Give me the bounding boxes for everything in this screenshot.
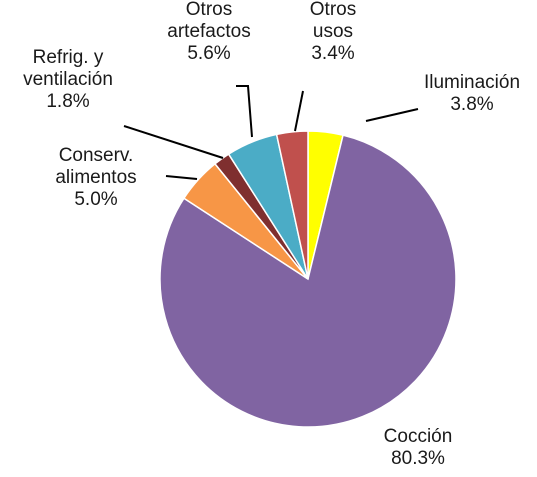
leader-line [366, 109, 418, 121]
data-label-category: Refrig. y [33, 47, 104, 68]
data-label-category: Otros [310, 0, 356, 20]
data-label-category: Otros [186, 0, 232, 20]
data-label: Conserv. alimentos 5.0% [55, 145, 136, 210]
leader-line [236, 86, 252, 137]
data-label-value: 1.8% [46, 91, 89, 112]
data-label: Otros artefactos 5.6% [167, 0, 250, 64]
data-label: Refrig. y ventilación 1.8% [23, 47, 113, 112]
leader-line [295, 91, 303, 131]
data-label-value: 80.3% [391, 448, 445, 469]
data-label: Cocción 80.3% [384, 426, 453, 469]
pie-slices [160, 131, 456, 427]
data-label-value: 3.4% [311, 43, 354, 64]
data-label-category: Cocción [384, 426, 453, 447]
data-label-category: usos [313, 21, 353, 42]
data-label-category: alimentos [55, 167, 136, 188]
data-label: Otros usos 3.4% [310, 0, 356, 64]
data-label: Iluminación 3.8% [424, 72, 520, 115]
data-label-value: 5.0% [74, 189, 117, 210]
leader-line [124, 126, 223, 158]
data-label-value: 5.6% [187, 43, 230, 64]
data-label-category: Iluminación [424, 72, 520, 93]
data-label-category: ventilación [23, 69, 113, 90]
data-label-value: 3.8% [450, 94, 493, 115]
data-label-category: Conserv. [59, 145, 134, 166]
leader-line [166, 176, 197, 179]
data-label-category: artefactos [167, 21, 250, 42]
